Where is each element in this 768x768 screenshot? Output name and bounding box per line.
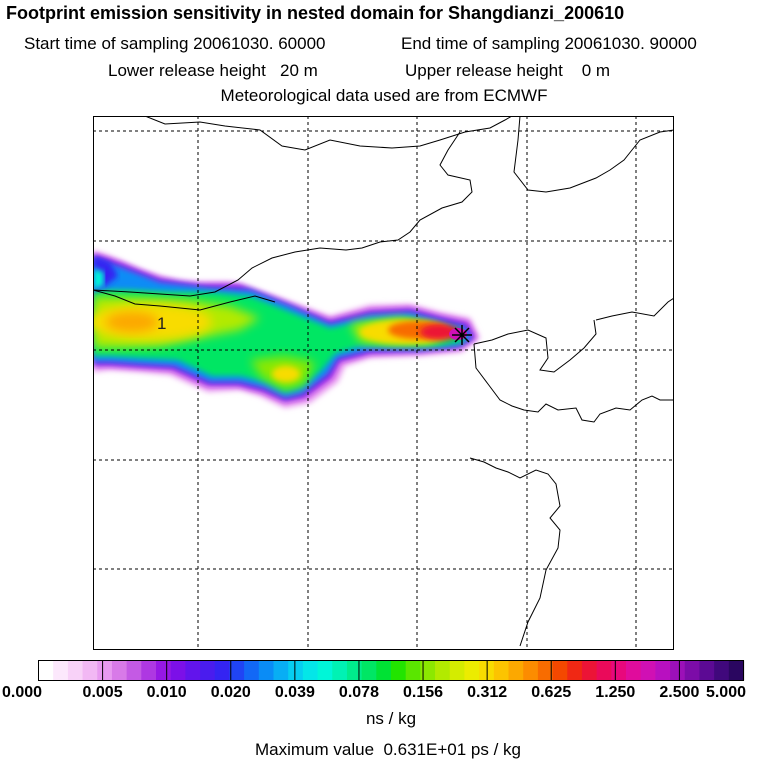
max-value-label: Maximum value 0.631E+01 ps / kg [255,740,521,759]
colorbar-cell [611,660,627,681]
plume-label: 1 [157,314,166,333]
colorbar-cell [596,660,612,681]
plume-field [93,250,480,408]
colorbar-cell [420,660,436,681]
colorbar-frame [38,660,744,681]
colorbar-cell [728,660,745,681]
upper-release-height-label: Upper release height 0 m [405,61,611,80]
plume-west-edge-cyan [93,268,104,290]
colorbar-tick-label: 0.312 [467,684,508,701]
colorbar-cell [567,660,583,681]
colorbar-cell [317,660,333,681]
colorbar-tick-label: 5.000 [705,684,747,701]
plume-yellow-south [272,366,300,382]
colorbar-tick-label: 1.250 [595,684,636,701]
colorbar-cell [170,660,186,681]
colorbar-cell [361,660,377,681]
colorbar-cell [670,660,686,681]
colorbar-cell [141,660,157,681]
border-east-north [93,131,473,297]
receptor-marker-d2 [454,327,470,343]
end-time-label: End time of sampling 20061030. 90000 [401,34,697,53]
plume-orange-core-west [106,312,158,332]
colorbar-tick-label: 0.078 [338,684,379,701]
colorbar-tick-label: 0.039 [274,684,315,701]
coast-south [473,343,674,423]
colorbar-cell [302,660,319,681]
colorbar-cell [537,660,554,681]
chart-title: Footprint emission sensitivity in nested… [6,3,625,23]
colorbar-cell [200,660,216,681]
colorbar-cell [581,660,598,681]
colorbar-cell [258,660,275,681]
colorbar-cell [684,660,701,681]
map-frame [93,116,674,650]
border-coast-a [513,116,674,193]
colorbar-unit-label: ns / kg [365,709,417,728]
colorbar-cell [67,660,84,681]
colorbar-cell [449,660,466,681]
colorbar-cell [391,660,407,681]
colorbar-cell [655,660,671,681]
colorbar-cell [97,660,113,681]
colorbar-cell [332,660,348,681]
receptor-marker [452,325,472,345]
colorbar-cell [53,660,69,681]
colorbar-cell [111,660,128,681]
colorbar-cell [523,660,539,681]
colorbar-cells [38,660,745,681]
colorbar-cell [640,660,656,681]
colorbar-tick-label: 0.010 [146,684,187,701]
coast-main [473,319,597,373]
colorbar-cell [214,660,231,681]
border-inner [93,289,276,311]
colorbar-cell [552,660,568,681]
colorbar-tick-label: 0.020 [210,684,251,701]
colorbar-cell [38,660,54,681]
colorbar-cell [714,660,730,681]
colorbar-tick-label: 0.156 [403,684,444,701]
met-data-label: Meteorological data used are from ECMWF [220,86,548,105]
colorbar-cell [126,660,142,681]
border-north [144,116,513,151]
colorbar-dividers [102,660,680,681]
colorbar-cell [376,660,392,681]
colorbar-cell [435,660,451,681]
start-time-label: Start time of sampling 20061030. 60000 [24,34,326,53]
coastlines [93,116,674,647]
colorbar-tick-label: 0.005 [82,684,123,701]
coast-peninsula [469,457,561,647]
colorbar-cell [82,660,98,681]
colorbar-cell [464,660,480,681]
colorbar-cell [699,660,715,681]
colorbar-tick-label: 0.625 [531,684,572,701]
colorbar-tick-label: 2.500 [659,684,700,701]
colorbar-cell [405,660,421,681]
colorbar-cell [508,660,524,681]
coast-bay [595,297,674,321]
map-grid [93,116,674,650]
colorbar-cell [185,660,201,681]
colorbar-cell [493,660,510,681]
colorbar-cell [229,660,245,681]
colorbar-cell [626,660,642,681]
colorbar-cell [288,660,304,681]
colorbar-cell [273,660,289,681]
colorbar-cell [244,660,260,681]
colorbar-tick-label: 0.000 [1,684,43,701]
lower-release-height-label: Lower release height 20 m [108,61,318,80]
colorbar-cell [156,660,172,681]
colorbar-cell [346,660,363,681]
